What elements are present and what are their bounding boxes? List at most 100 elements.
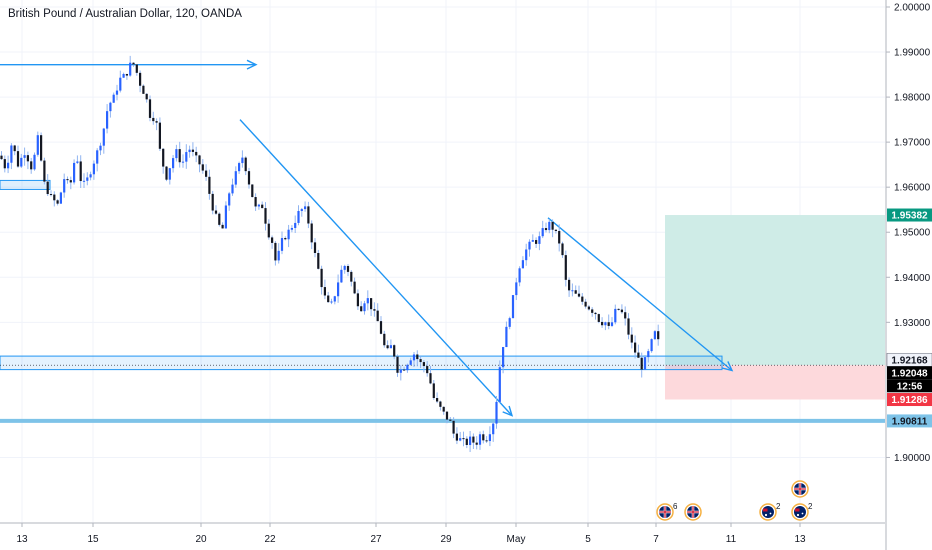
price-tag-label: 1.92048 [891, 368, 928, 379]
time-tick-label: 15 [87, 534, 99, 545]
candle-body [403, 369, 406, 371]
time-tick-label: 27 [370, 534, 382, 545]
candle-body [445, 411, 449, 420]
candle-body [412, 354, 416, 361]
candle-body [132, 62, 135, 65]
candle-body [607, 322, 610, 326]
candle-body [310, 223, 313, 243]
candle-body [511, 295, 515, 319]
candle-body [564, 255, 567, 280]
candle-body [360, 306, 363, 312]
candle-body [205, 170, 208, 177]
candle-body [337, 282, 340, 297]
uk-event-icon[interactable]: 6 [656, 502, 678, 521]
candle-body [109, 102, 112, 112]
candle-body [254, 197, 257, 207]
economic-events[interactable]: 6 2 2 [656, 480, 813, 521]
candle-body [617, 308, 620, 310]
candle-body [214, 210, 218, 214]
candle-body [0, 155, 3, 160]
event-count: 6 [673, 502, 678, 511]
candle-body [419, 359, 422, 363]
candle-body [79, 161, 82, 182]
candle-body [145, 93, 148, 100]
candle-body [261, 204, 264, 209]
au-union-jack [763, 508, 768, 512]
candle-body [313, 242, 317, 253]
candle-body [284, 238, 287, 240]
candle-body [228, 193, 231, 206]
candle-body [459, 438, 462, 441]
au-event-icon[interactable]: 2 [759, 502, 781, 521]
candle-body [172, 158, 175, 169]
candle-body [23, 155, 26, 158]
price-tick-label: 1.95000 [894, 228, 931, 239]
candle-body [139, 72, 142, 86]
candle-body [89, 174, 92, 178]
candle-body [561, 243, 564, 256]
candle-body [36, 135, 39, 155]
candle-body [33, 154, 36, 170]
candle-body [363, 303, 366, 312]
candle-body [280, 238, 284, 251]
target-zone [665, 215, 885, 366]
uk-event-icon[interactable] [791, 480, 809, 498]
candle-body [653, 331, 656, 340]
candle-body [49, 194, 53, 196]
candle-body [386, 345, 389, 349]
candle-body [76, 161, 79, 163]
candle-body [320, 268, 323, 288]
candle-body [452, 420, 455, 434]
candle-body [122, 73, 125, 78]
price-tick-label: 1.98000 [894, 93, 931, 104]
candle-body [10, 145, 13, 163]
candle-body [16, 151, 20, 167]
candle-body [393, 345, 396, 357]
candle-body [432, 383, 435, 399]
candle-body [119, 77, 122, 91]
event-count: 2 [776, 502, 781, 511]
candle-body [244, 157, 247, 172]
candle-body [231, 184, 234, 194]
candle-body [502, 347, 505, 368]
uk-event-icon[interactable] [684, 503, 702, 521]
price-tick-label: 1.94000 [894, 273, 931, 284]
candle-body [307, 206, 310, 224]
price-tick-label: 1.99000 [894, 48, 931, 59]
price-tag-label: 1.90811 [892, 416, 928, 427]
price-tick-label: 2.00000 [894, 3, 931, 14]
candle-body [640, 357, 643, 370]
candle-body [317, 252, 320, 269]
time-tick-label: 11 [726, 534, 737, 545]
candle-body [30, 161, 33, 170]
candle-body [20, 157, 23, 167]
candle-body [528, 241, 531, 250]
candle-body [597, 314, 600, 322]
candle-body [482, 434, 485, 441]
candle-body [168, 168, 171, 180]
candle-body [370, 298, 373, 310]
candle-body [485, 440, 488, 442]
candle-body [353, 281, 356, 294]
candle-body [271, 237, 274, 243]
candle-body [238, 163, 241, 172]
price-tag-bg [887, 366, 932, 380]
candle-body [492, 423, 495, 435]
candle-body [96, 150, 99, 164]
trendline-3-arrowhead [722, 361, 734, 372]
candle-body [82, 180, 86, 182]
candle-body [554, 229, 557, 232]
au-event-icon[interactable]: 2 [791, 502, 813, 521]
candle-body [515, 282, 518, 296]
candle-body [201, 164, 204, 171]
candle-body [40, 135, 43, 161]
candle-body [462, 438, 465, 440]
candle-body [142, 85, 145, 94]
price-tag-bg [887, 208, 932, 222]
au-union-jack [795, 508, 800, 512]
candle-body [175, 149, 178, 159]
candle-body [604, 322, 607, 326]
candle-body [634, 342, 637, 353]
support-zone [0, 355, 723, 371]
